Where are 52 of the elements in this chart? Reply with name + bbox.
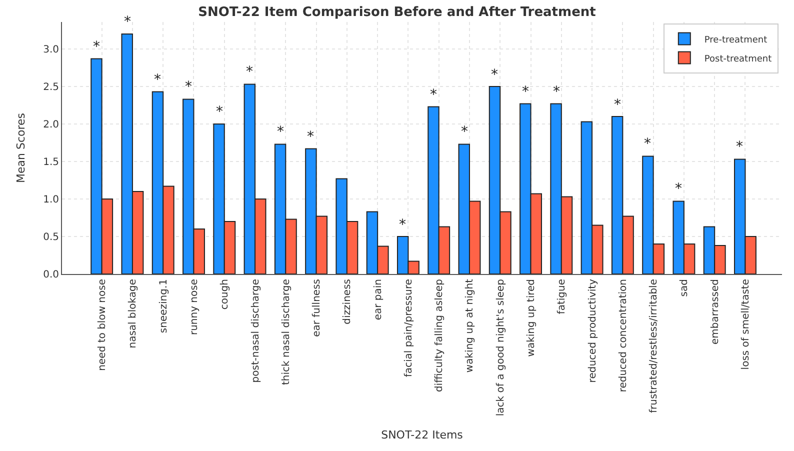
x-tick-label: reduced productivity [587,278,598,383]
annotation: * [614,97,621,113]
annotation: * [307,129,314,145]
annotation: * [399,217,406,233]
annotation: * [491,67,498,83]
annotation: * [216,104,223,120]
x-tick-label: thick nasal discharge [280,279,292,386]
y-tick-label: 0.0 [43,270,59,280]
annotation: * [644,136,651,152]
x-tick-label: difficulty falling asleep [434,279,446,392]
annotation: * [522,84,529,100]
annotation: * [124,14,131,30]
x-tick-label: dizziness [342,279,354,324]
x-tick-label: sneezing.1 [158,279,170,334]
x-tick-label: lack of a good night's sleep [495,279,506,416]
annotation: * [675,181,682,197]
x-axis-title: SNOT-22 Items [381,428,464,442]
annotation: * [185,79,192,95]
y-tick-label: 2.0 [43,120,59,130]
y-tick-label: 1.5 [43,157,59,168]
annotation: * [430,87,437,103]
x-tick-label: runny nose [188,279,200,336]
x-tick-label: fatigue [556,279,568,314]
y-axis-title: Mean Scores [14,112,28,184]
y-tick-label: 2.5 [43,82,59,93]
chart-title: SNOT-22 Item Comparison Before and After Treatment [198,4,596,20]
annotation: * [553,84,560,100]
x-tick-label: facial pain/pressure [403,279,414,378]
x-tick-label: post-nasal discharge [250,279,262,383]
x-tick-label: reduced concentration [618,279,629,392]
y-tick-label: 3.0 [43,44,59,56]
annotation: * [736,139,743,155]
x-tick-label: waking up tired [526,279,538,357]
y-tick-label: 1.0 [43,194,59,206]
annotation: * [246,64,253,80]
y-tick-label: 0.5 [43,232,59,243]
x-tick-label: frustrated/restless/irritable [648,279,660,413]
x-tick-label: ear pain [372,279,384,320]
x-tick-label: need to blow nose [97,279,108,371]
x-tick-label: sad [679,279,690,297]
annotation: * [277,124,284,140]
x-tick-label: embarrassed [710,279,721,344]
x-tick-label: cough [220,279,231,310]
legend-label: Post-treatment [704,54,772,64]
annotation: * [154,72,161,88]
annotation: * [93,39,100,55]
x-tick-label: waking up at night [464,278,476,373]
legend-label: Pre-treatment [704,35,768,46]
annotation: * [461,124,468,140]
x-tick-label: ear fullness [312,279,323,337]
x-tick-label: nasal blokage [128,279,139,348]
x-tick-label: loss of smell/taste [740,279,752,370]
